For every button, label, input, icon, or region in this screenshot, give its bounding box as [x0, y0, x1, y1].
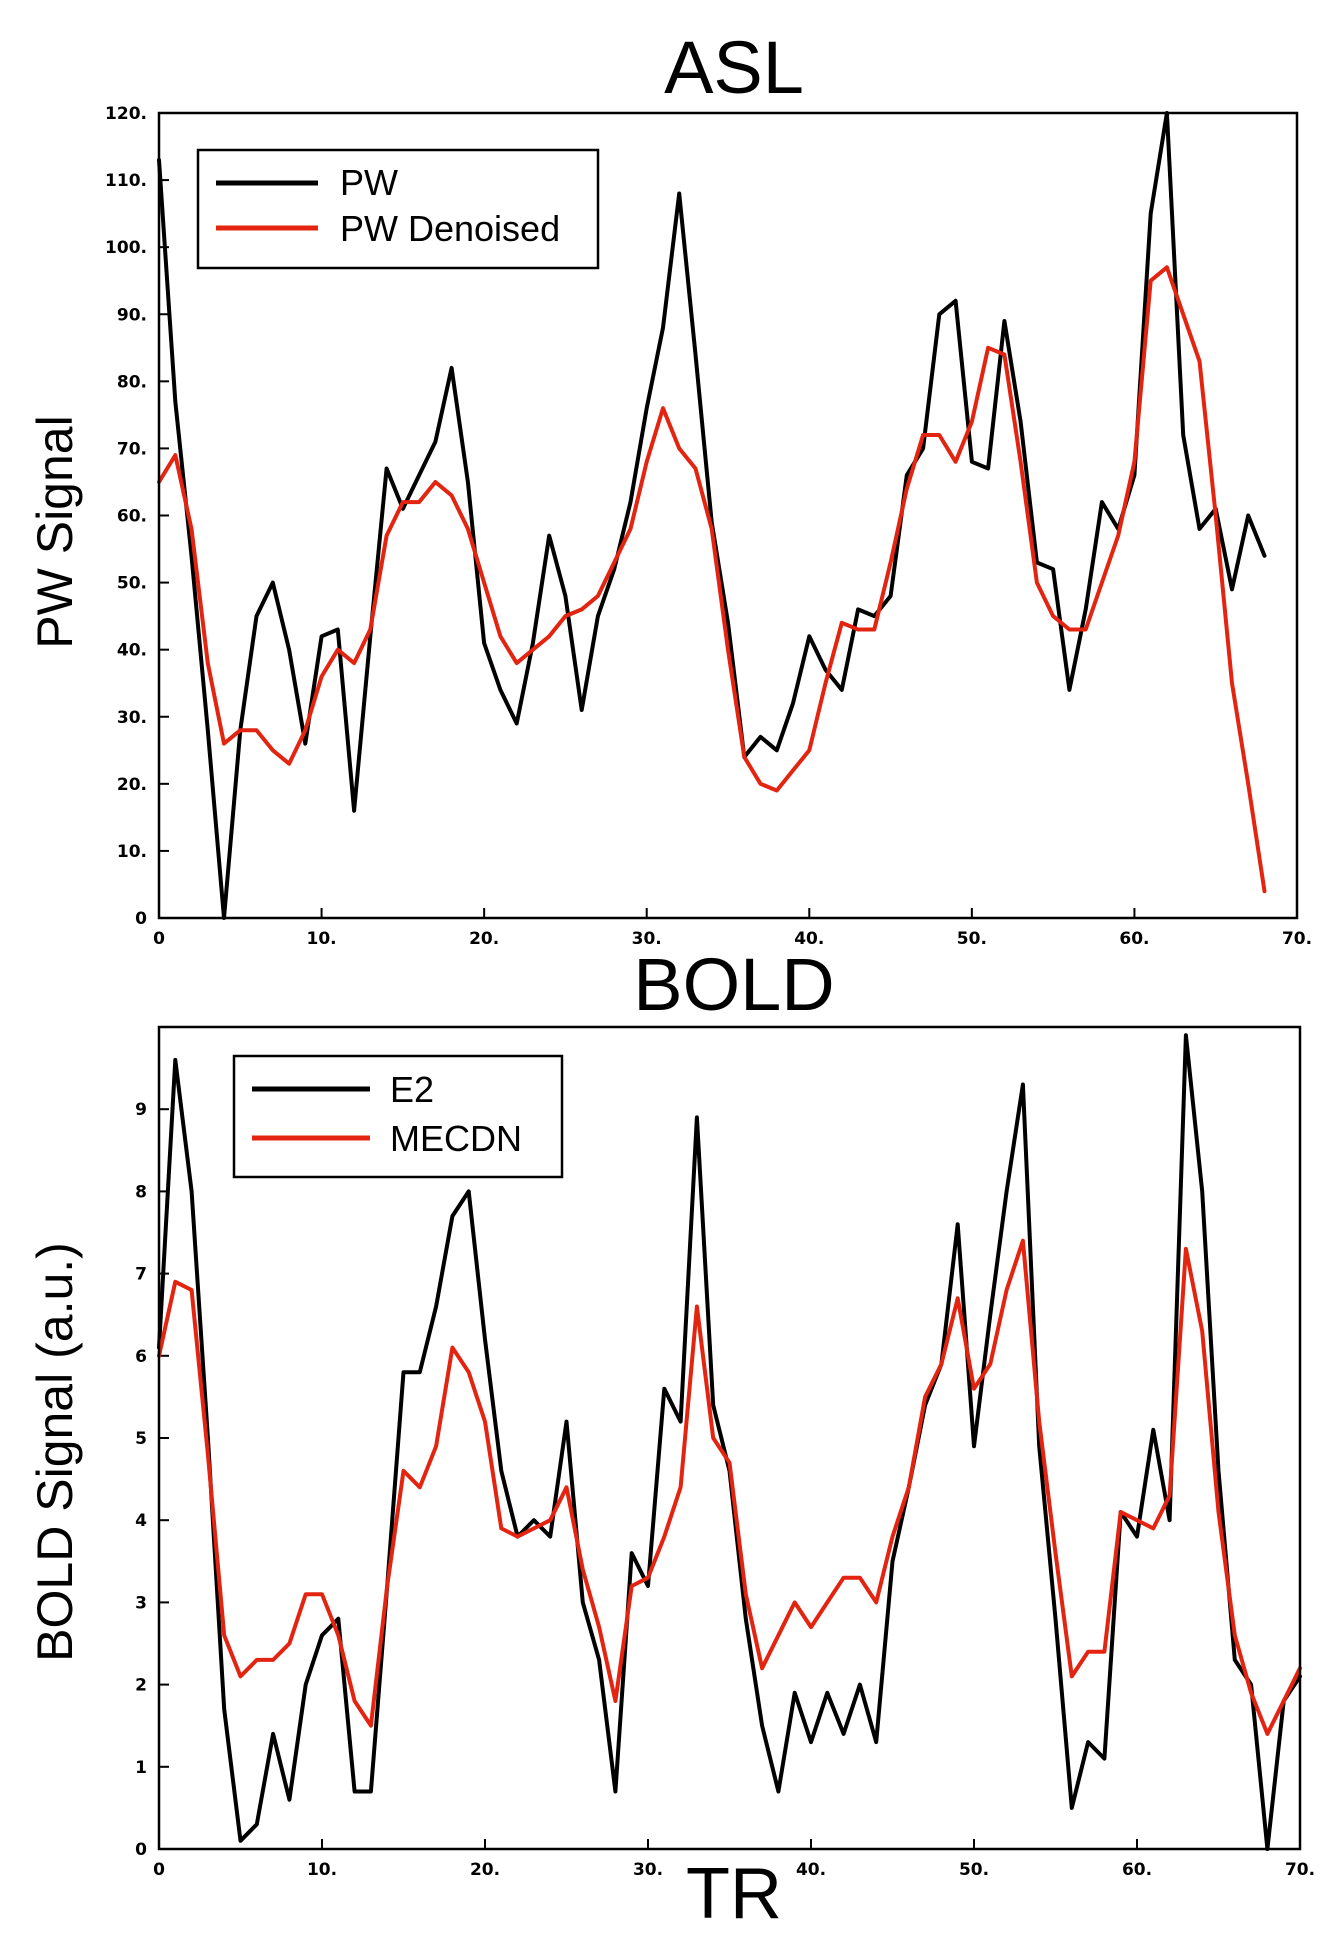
- bold-y-tick-label: 8: [135, 1182, 147, 1202]
- asl-x-tick-label: 10.: [307, 929, 337, 949]
- asl-y-tick-label: 40.: [117, 641, 147, 661]
- asl-x-tick-label: 40.: [794, 929, 824, 949]
- bold-y-tick-label: 3: [135, 1593, 147, 1613]
- bold-y-tick-label: 5: [135, 1429, 147, 1449]
- asl-y-axis-label: PW Signal: [27, 415, 83, 648]
- bold-y-tick-label: 2: [135, 1676, 147, 1696]
- asl-x-tick-label: 0: [153, 929, 165, 949]
- bold-x-tick-label: 30.: [633, 1860, 663, 1880]
- bold-title: BOLD: [633, 943, 835, 1026]
- bold-y-axis-label: BOLD Signal (a.u.): [27, 1242, 83, 1662]
- bold-plot-frame: [157, 1025, 1302, 1851]
- asl-y-tick-label: 100.: [105, 238, 147, 258]
- bold-ticks: 0 10. 20. 30. 40. 50. 60. 70. 0 1 2 3 4 5 6 7 8 9: [135, 1100, 1315, 1880]
- asl-y-tick-label: 60.: [117, 507, 147, 527]
- bold-x-tick-label: 70.: [1285, 1860, 1315, 1880]
- bold-legend: E2 MECDN: [232, 1054, 564, 1179]
- asl-x-tick-label: 20.: [469, 929, 499, 949]
- bold-y-tick-label: 4: [135, 1511, 147, 1531]
- asl-panel: ASL PW Signal 0 10. 20. 30. 40. 50. 60. 70. 0 10.…: [27, 26, 1312, 949]
- asl-legend-label-pw: PW: [340, 162, 398, 203]
- asl-legend-box: [196, 148, 600, 270]
- asl-y-tick-label: 120.: [105, 104, 147, 124]
- asl-y-tick-label: 20.: [117, 775, 147, 795]
- asl-y-tick-label: 70.: [117, 439, 147, 459]
- bold-y-tick-label: 1: [135, 1758, 147, 1778]
- asl-x-tick-label: 70.: [1282, 929, 1312, 949]
- asl-y-tick-label: 0: [135, 909, 147, 929]
- asl-x-tick-label: 50.: [957, 929, 987, 949]
- bold-y-tick-label: 7: [135, 1265, 147, 1285]
- bold-panel: BOLD BOLD Signal (a.u.) TR 0 10. 20. 30. 40.…: [27, 943, 1315, 1934]
- bold-legend-label-e2: E2: [390, 1069, 434, 1110]
- asl-plot-area: [157, 111, 1267, 920]
- asl-y-tick-label: 30.: [117, 708, 147, 728]
- asl-y-tick-label: 80.: [117, 372, 147, 392]
- asl-series-line-pw-denoised: [157, 265, 1267, 894]
- bold-x-tick-label: 20.: [470, 1860, 500, 1880]
- bold-x-tick-label: 10.: [307, 1860, 337, 1880]
- asl-y-tick-label: 90.: [117, 305, 147, 325]
- bold-plot-area: [157, 1033, 1302, 1851]
- bold-x-tick-label: 40.: [796, 1860, 826, 1880]
- bold-y-tick-label: 9: [135, 1100, 147, 1120]
- asl-y-tick-label: 110.: [105, 171, 147, 191]
- asl-legend: PW PW Denoised: [196, 148, 600, 270]
- bold-x-tick-label: 60.: [1122, 1860, 1152, 1880]
- bold-series-line-mecdn: [157, 1238, 1302, 1736]
- asl-x-tick-label: 60.: [1119, 929, 1149, 949]
- bold-y-tick-label: 0: [135, 1840, 147, 1860]
- asl-y-tick-label: 50.: [117, 574, 147, 594]
- asl-legend-label-pw-denoised: PW Denoised: [340, 208, 560, 249]
- bold-x-axis-label: TR: [686, 1854, 782, 1934]
- bold-legend-label-mecdn: MECDN: [390, 1118, 522, 1159]
- asl-y-tick-label: 10.: [117, 842, 147, 862]
- asl-ticks: 0 10. 20. 30. 40. 50. 60. 70. 0 10. 20. 30. 40. 50. 60…: [105, 104, 1312, 949]
- asl-plot-frame: [157, 111, 1299, 920]
- bold-y-tick-label: 6: [135, 1347, 147, 1367]
- bold-x-tick-label: 0: [153, 1860, 165, 1880]
- asl-x-tick-label: 30.: [632, 929, 662, 949]
- asl-title: ASL: [664, 26, 804, 109]
- bold-x-tick-label: 50.: [959, 1860, 989, 1880]
- bold-legend-box: [232, 1054, 564, 1179]
